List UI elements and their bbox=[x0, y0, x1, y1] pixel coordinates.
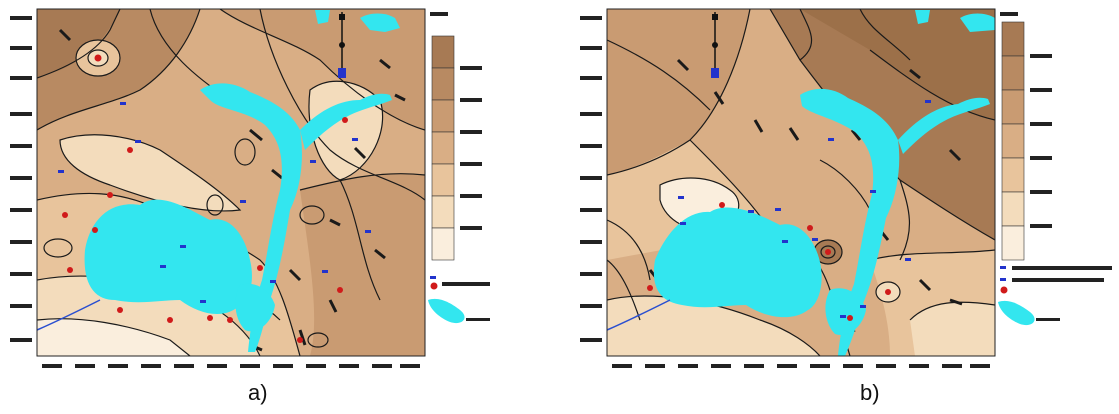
well-points-a bbox=[62, 54, 348, 343]
color-legend-a bbox=[430, 12, 482, 261]
color-legend-b bbox=[1000, 12, 1052, 261]
well-point bbox=[107, 192, 113, 198]
well-point bbox=[885, 289, 891, 295]
legend-well-label-icon bbox=[1000, 278, 1006, 281]
well-point bbox=[825, 249, 831, 255]
x-axis-ticks-b bbox=[612, 364, 990, 368]
point-legend-a bbox=[428, 276, 490, 324]
contour-zone bbox=[60, 134, 240, 211]
lake-water-a bbox=[84, 10, 400, 353]
well-point bbox=[647, 285, 653, 291]
well-point bbox=[92, 227, 98, 233]
river-line-b bbox=[607, 299, 671, 331]
well-point bbox=[227, 317, 233, 323]
well-point bbox=[94, 54, 102, 62]
y-axis-ticks-b bbox=[580, 16, 602, 342]
y-axis-ticks-a bbox=[10, 16, 32, 342]
well-labels-b bbox=[678, 100, 931, 318]
contour-map-b bbox=[580, 8, 1112, 368]
well-point bbox=[117, 307, 123, 313]
well-point bbox=[297, 337, 303, 343]
contour-map-a bbox=[10, 8, 490, 368]
well-point bbox=[847, 315, 853, 321]
contour-zone bbox=[300, 173, 425, 356]
legend-well-label-icon bbox=[430, 276, 436, 279]
river-line-a bbox=[37, 299, 101, 331]
well-point bbox=[719, 202, 725, 208]
well-points-b bbox=[647, 202, 891, 321]
x-axis-ticks-a bbox=[42, 364, 420, 368]
well-point bbox=[207, 315, 213, 321]
contour-zone bbox=[800, 9, 995, 120]
north-arrow-icon bbox=[711, 12, 719, 78]
contour-zone bbox=[37, 9, 120, 78]
lake-water-b bbox=[653, 10, 995, 356]
legend-lake-icon bbox=[998, 300, 1035, 326]
well-labels-a bbox=[58, 102, 371, 303]
map-frame-b bbox=[606, 8, 996, 357]
well-point bbox=[167, 317, 173, 323]
well-point bbox=[67, 267, 73, 273]
well-point bbox=[337, 287, 343, 293]
point-legend-b bbox=[998, 266, 1112, 326]
legend-well-marker-icon bbox=[430, 282, 438, 290]
map-panel-b: b) bbox=[570, 0, 1119, 414]
legend-well-marker-icon bbox=[1000, 286, 1008, 294]
well-point bbox=[342, 117, 348, 123]
contour-zone bbox=[37, 318, 190, 356]
well-point bbox=[62, 212, 68, 218]
well-point bbox=[257, 265, 263, 271]
panel-caption-a: a) bbox=[248, 380, 268, 405]
well-point bbox=[127, 147, 133, 153]
contour-zone bbox=[607, 296, 820, 356]
well-point bbox=[807, 225, 813, 231]
legend-well-label-icon bbox=[1000, 266, 1006, 269]
north-arrow-icon bbox=[338, 12, 346, 78]
map-panel-a: a) bbox=[0, 0, 540, 414]
panel-caption-b: b) bbox=[860, 380, 880, 405]
map-frame-a bbox=[36, 8, 426, 357]
contour-zone bbox=[910, 302, 995, 356]
legend-lake-icon bbox=[428, 298, 465, 324]
